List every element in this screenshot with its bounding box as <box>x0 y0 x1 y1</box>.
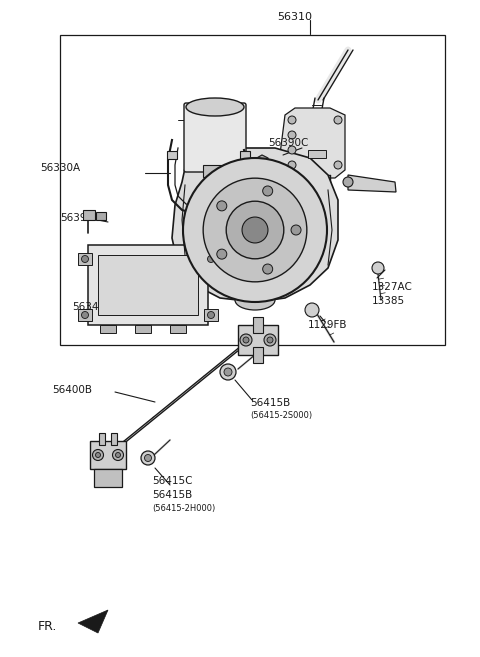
Text: (56415-2S000): (56415-2S000) <box>250 411 312 420</box>
Bar <box>204 253 218 265</box>
Text: 56310: 56310 <box>277 12 312 22</box>
Ellipse shape <box>186 98 244 116</box>
Bar <box>111 433 117 445</box>
Circle shape <box>144 455 152 461</box>
Text: 56397: 56397 <box>60 213 93 223</box>
Circle shape <box>264 334 276 346</box>
Text: 56340C: 56340C <box>72 302 112 312</box>
Bar <box>240 151 250 159</box>
Bar <box>98 255 198 315</box>
Circle shape <box>183 158 327 302</box>
Circle shape <box>243 337 249 343</box>
Circle shape <box>288 116 296 124</box>
Circle shape <box>203 178 307 282</box>
Text: 56390C: 56390C <box>268 138 308 148</box>
Text: 56330A: 56330A <box>40 163 80 173</box>
Circle shape <box>267 337 273 343</box>
Circle shape <box>240 334 252 346</box>
Circle shape <box>372 262 384 274</box>
Polygon shape <box>109 345 242 455</box>
Circle shape <box>334 116 342 124</box>
Bar <box>78 309 92 321</box>
Circle shape <box>288 161 296 169</box>
Circle shape <box>220 364 236 380</box>
Polygon shape <box>278 108 345 178</box>
Polygon shape <box>78 610 108 633</box>
Bar <box>253 347 263 363</box>
Bar <box>135 325 151 333</box>
FancyBboxPatch shape <box>184 103 246 172</box>
Bar <box>94 469 122 487</box>
Circle shape <box>288 131 296 139</box>
Bar <box>96 212 106 220</box>
Circle shape <box>116 453 120 457</box>
Circle shape <box>224 368 232 376</box>
Text: 56415B: 56415B <box>250 398 290 408</box>
Text: FR.: FR. <box>38 620 58 633</box>
Bar <box>238 325 278 355</box>
Circle shape <box>291 225 301 235</box>
Bar <box>99 433 105 445</box>
Circle shape <box>93 449 104 461</box>
Polygon shape <box>172 148 338 302</box>
Bar <box>204 309 218 321</box>
Bar <box>308 150 326 158</box>
Circle shape <box>217 201 227 211</box>
Circle shape <box>207 311 215 319</box>
Text: 1129FB: 1129FB <box>308 320 348 330</box>
Polygon shape <box>348 175 396 192</box>
Bar <box>100 325 116 333</box>
Text: (56415-2H000): (56415-2H000) <box>152 504 215 513</box>
Circle shape <box>288 146 296 154</box>
Circle shape <box>112 449 123 461</box>
Bar <box>83 210 95 220</box>
Circle shape <box>141 451 155 465</box>
Circle shape <box>226 201 284 259</box>
Circle shape <box>82 256 88 263</box>
Circle shape <box>263 186 273 196</box>
Text: 56415C: 56415C <box>152 476 192 486</box>
Bar <box>167 151 177 159</box>
Bar <box>90 441 126 469</box>
Text: 13385: 13385 <box>372 296 405 306</box>
Circle shape <box>305 303 319 317</box>
Polygon shape <box>248 155 268 175</box>
Circle shape <box>263 264 273 274</box>
Bar <box>88 245 208 325</box>
Circle shape <box>334 161 342 169</box>
Circle shape <box>207 256 215 263</box>
Circle shape <box>82 311 88 319</box>
Bar <box>78 253 92 265</box>
Bar <box>253 317 263 333</box>
Circle shape <box>96 453 100 457</box>
Bar <box>60 35 445 345</box>
Circle shape <box>242 217 268 243</box>
Circle shape <box>343 177 353 187</box>
Ellipse shape <box>235 290 275 310</box>
Text: 56400B: 56400B <box>52 385 92 395</box>
Bar <box>203 165 227 177</box>
Text: 1327AC: 1327AC <box>372 282 413 292</box>
Circle shape <box>217 249 227 259</box>
Text: 56415B: 56415B <box>152 490 192 500</box>
Bar <box>170 325 186 333</box>
